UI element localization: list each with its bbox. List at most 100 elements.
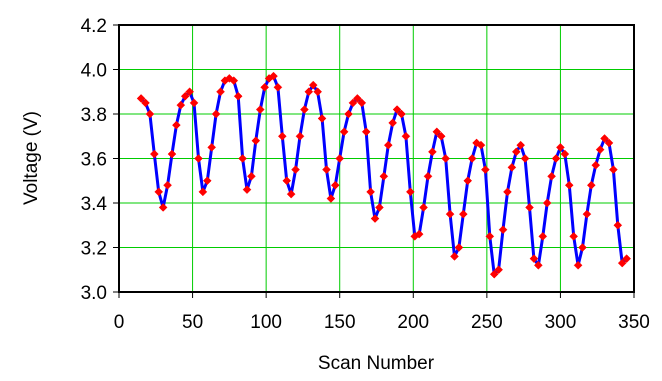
data-point: [445, 209, 455, 219]
data-point: [348, 98, 358, 108]
data-point: [317, 114, 327, 123]
data-point: [313, 87, 322, 97]
x-tick-label: 0: [114, 312, 125, 333]
x-tick-label: 50: [182, 312, 203, 333]
data-point: [339, 127, 349, 137]
data-point: [498, 225, 508, 235]
data-point: [286, 189, 296, 199]
data-point: [617, 258, 627, 268]
y-tick-label: 3.8: [81, 105, 107, 126]
data-point: [198, 187, 208, 197]
data-point: [388, 118, 398, 128]
data-point: [180, 91, 190, 101]
data-point: [330, 180, 340, 190]
data-point: [304, 87, 314, 97]
data-point: [582, 209, 592, 219]
y-tick-label: 3.0: [81, 283, 107, 304]
data-point: [538, 232, 548, 241]
data-point: [463, 176, 473, 186]
data-point: [578, 243, 587, 252]
data-point: [414, 229, 424, 239]
data-point: [450, 252, 459, 261]
data-point: [291, 165, 300, 174]
data-point: [485, 232, 495, 241]
data-point: [172, 120, 181, 130]
data-point: [503, 187, 512, 197]
x-tick-label: 250: [471, 312, 503, 333]
y-axis-title: Voltage (V): [21, 111, 42, 205]
y-tick-label: 4.2: [81, 16, 107, 37]
data-point: [401, 131, 411, 141]
data-point: [167, 149, 177, 159]
data-point: [361, 127, 371, 137]
data-point: [595, 145, 605, 154]
data-point: [591, 160, 601, 170]
data-point: [379, 171, 389, 181]
x-tick-label: 350: [618, 312, 650, 333]
data-point: [586, 180, 596, 190]
data-point: [163, 180, 172, 190]
data-point: [145, 109, 155, 119]
data-point: [176, 100, 186, 110]
data-point: [238, 154, 247, 163]
data-point: [458, 209, 468, 219]
data-point: [308, 80, 318, 90]
data-point: [242, 185, 252, 195]
y-tick-label: 3.2: [81, 239, 107, 260]
data-point: [516, 140, 526, 150]
data-point: [560, 149, 570, 159]
data-point: [251, 136, 261, 146]
data-point: [149, 149, 159, 159]
data-point: [322, 165, 331, 174]
data-point: [564, 180, 574, 190]
data-point: [370, 214, 380, 223]
data-point: [269, 71, 278, 81]
data-point: [534, 260, 543, 270]
data-point: [141, 98, 150, 108]
data-point: [494, 265, 503, 275]
data-point: [467, 154, 477, 163]
data-point: [353, 94, 362, 103]
data-point: [529, 254, 539, 263]
data-point: [211, 109, 221, 119]
data-point: [154, 187, 164, 197]
data-point: [229, 76, 239, 85]
data-point: [158, 203, 168, 212]
data-point: [551, 154, 561, 163]
data-point: [520, 154, 530, 163]
y-tick-label: 4.0: [81, 61, 107, 82]
data-point: [357, 98, 367, 108]
data-point: [189, 98, 199, 108]
data-point: [542, 198, 552, 208]
data-point: [419, 203, 428, 212]
data-point: [247, 171, 256, 181]
data-point: [202, 176, 212, 186]
data-point: [300, 105, 309, 114]
data-point: [255, 105, 265, 114]
data-point: [604, 138, 614, 148]
data-point: [600, 134, 609, 143]
data-point: [423, 171, 433, 181]
data-point: [216, 87, 225, 97]
data-point: [277, 131, 287, 141]
data-point: [207, 143, 217, 152]
y-axis-ticks: 3.0 3.2 3.4 3.6 3.8 4.0 4.2: [81, 16, 119, 304]
data-point: [573, 260, 583, 270]
data-point: [282, 176, 292, 186]
x-axis-title: Scan Number: [318, 353, 435, 374]
x-tick-label: 300: [545, 312, 577, 333]
data-point: [476, 140, 486, 150]
data-point: [233, 91, 243, 101]
data-point: [547, 171, 556, 181]
y-tick-label: 3.4: [81, 194, 108, 215]
y-tick-label: 3.6: [81, 150, 107, 171]
x-tick-label: 200: [397, 312, 429, 333]
data-point: [335, 154, 345, 163]
grid-lines: [119, 25, 634, 292]
data-point: [273, 82, 283, 92]
data-point: [613, 220, 623, 230]
data-point: [397, 109, 406, 119]
data-point: [428, 147, 437, 157]
